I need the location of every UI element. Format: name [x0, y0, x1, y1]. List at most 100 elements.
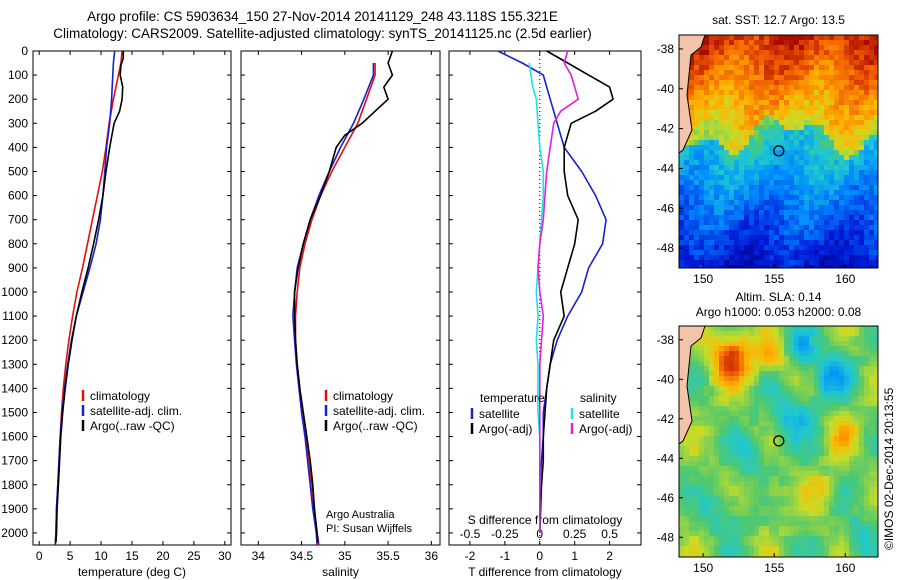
series-line-0 — [54, 50, 123, 546]
y-tick-label: 900 — [8, 261, 28, 275]
legend-label: Argo(-adj) — [579, 422, 632, 436]
x-tick-label: 35.5 — [376, 549, 400, 563]
temperature-panel: 0100200300400500600700800900100011001200… — [1, 44, 232, 579]
series-line-3 — [537, 50, 579, 533]
figure-title-line1: Argo profile: CS 5903634_150 27-Nov-2014… — [87, 9, 558, 24]
sla-map-frame — [678, 325, 879, 558]
x-tick-label: 20 — [156, 549, 170, 563]
x-tick-label: 155 — [764, 272, 784, 286]
legend-label: satellite — [579, 407, 620, 421]
y-tick-label: 100 — [8, 68, 28, 82]
legend-group-title: temperature — [480, 391, 545, 405]
y-tick-label: 1200 — [1, 333, 28, 347]
y-tick-label: 1400 — [1, 381, 28, 395]
x-tick-label: 10 — [94, 549, 108, 563]
y-tick-label: -42 — [657, 122, 675, 136]
x-tick-label: 1 — [571, 549, 578, 563]
x-tick-label: 35 — [338, 549, 352, 563]
y-tick-label: 1900 — [1, 502, 28, 516]
series-line-0 — [497, 50, 607, 533]
x-tick-label: 25 — [187, 549, 201, 563]
top-tick-label: 0 — [536, 527, 543, 541]
top-tick-label: -0.25 — [491, 527, 519, 541]
legend-label: satellite-adj. clim. — [90, 404, 182, 418]
y-tick-label: 1000 — [1, 285, 28, 299]
y-tick-label: -44 — [657, 451, 675, 465]
figure-title-line2: Climatology: CARS2009. Satellite-adjuste… — [53, 26, 592, 41]
sla-map-field — [679, 326, 878, 557]
y-tick-label: -46 — [657, 201, 675, 215]
legend-label: climatology — [333, 389, 393, 403]
legend-label: satellite-adj. clim. — [333, 404, 425, 418]
y-tick-label: 1700 — [1, 454, 28, 468]
x-tick-label: 155 — [764, 561, 784, 575]
x-tick-label: 0 — [36, 549, 43, 563]
y-tick-label: 200 — [8, 92, 28, 106]
sst-map-frame — [678, 34, 879, 269]
difference-panel: -2 -1 0 1 2 T difference from climatology -0.5… — [448, 50, 642, 579]
legend-label: Argo(-adj) — [479, 422, 532, 436]
x-tick-label: 15 — [125, 549, 139, 563]
credit-annotation: Argo Australia — [326, 509, 395, 521]
x-tick-label: 36 — [425, 549, 439, 563]
legend-label: Argo(..raw -QC) — [90, 419, 175, 433]
y-tick-label: -38 — [657, 333, 675, 347]
argo-float-marker — [773, 435, 785, 447]
y-tick-label: 2000 — [1, 526, 28, 540]
top-tick-label: 0.25 — [563, 527, 587, 541]
y-tick-label: 1800 — [1, 478, 28, 492]
x-tick-label: 34.5 — [290, 549, 314, 563]
legend-group-title: salinity — [580, 391, 617, 405]
series-line-1 — [539, 50, 614, 534]
x-axis-label: T difference from climatology — [468, 565, 622, 579]
land-mass — [679, 35, 706, 154]
x-tick-label: 150 — [693, 272, 713, 286]
credit-annotation: PI: Susan Wijffels — [326, 523, 412, 535]
y-tick-label: 400 — [8, 140, 28, 154]
salinity-panel: 34 34.5 35 35.5 36 salinity climatologysatelli… — [240, 50, 441, 579]
y-tick-label: 1100 — [2, 309, 28, 323]
y-tick-label: -42 — [657, 412, 675, 426]
y-tick-label: 1300 — [1, 357, 28, 371]
x-axis-label: salinity — [322, 565, 359, 579]
land-mass — [679, 326, 706, 445]
x-tick-label: 150 — [693, 561, 713, 575]
y-tick-label: -40 — [657, 372, 675, 386]
difference-frame — [448, 50, 642, 546]
x-tick-label: -1 — [500, 549, 511, 563]
y-tick-label: -48 — [657, 241, 675, 255]
series-line-0 — [294, 63, 376, 546]
y-tick-label: 0 — [21, 44, 28, 58]
sla-map: 150 155 160 -38 -40 -42 -44 -46 -48 Altim. SLA: 0… — [657, 290, 879, 575]
series-line-1 — [292, 63, 375, 546]
x-tick-label: -2 — [465, 549, 476, 563]
top-axis-label: S difference from climatology — [468, 513, 623, 527]
series-line-2 — [55, 51, 125, 543]
y-tick-label: -38 — [657, 42, 675, 56]
map-title: Altim. SLA: 0.14 — [735, 290, 821, 304]
x-tick-label: 2 — [606, 549, 613, 563]
series-line-2 — [293, 50, 394, 543]
x-tick-label: 30 — [218, 549, 232, 563]
x-tick-label: 160 — [835, 561, 855, 575]
y-tick-label: -40 — [657, 82, 675, 96]
top-tick-label: -0.5 — [460, 527, 481, 541]
y-tick-label: 1500 — [1, 405, 28, 419]
y-tick-label: 300 — [8, 116, 28, 130]
y-tick-label: 1600 — [1, 430, 28, 444]
map-title: sat. SST: 12.7 Argo: 13.5 — [712, 13, 845, 27]
temperature-frame — [32, 50, 232, 546]
y-tick-label: 700 — [8, 213, 28, 227]
y-tick-label: 500 — [8, 164, 28, 178]
top-tick-label: 0.5 — [601, 527, 618, 541]
x-tick-label: 0 — [536, 549, 543, 563]
sst-map-field — [679, 35, 878, 268]
y-tick-label: -44 — [657, 161, 675, 175]
series-line-1 — [54, 50, 116, 546]
y-tick-label: -46 — [657, 491, 675, 505]
argo-float-marker — [773, 145, 785, 157]
legend-label: Argo(..raw -QC) — [333, 419, 418, 433]
x-tick-label: 34 — [252, 549, 266, 563]
y-tick-label: 600 — [8, 189, 28, 203]
